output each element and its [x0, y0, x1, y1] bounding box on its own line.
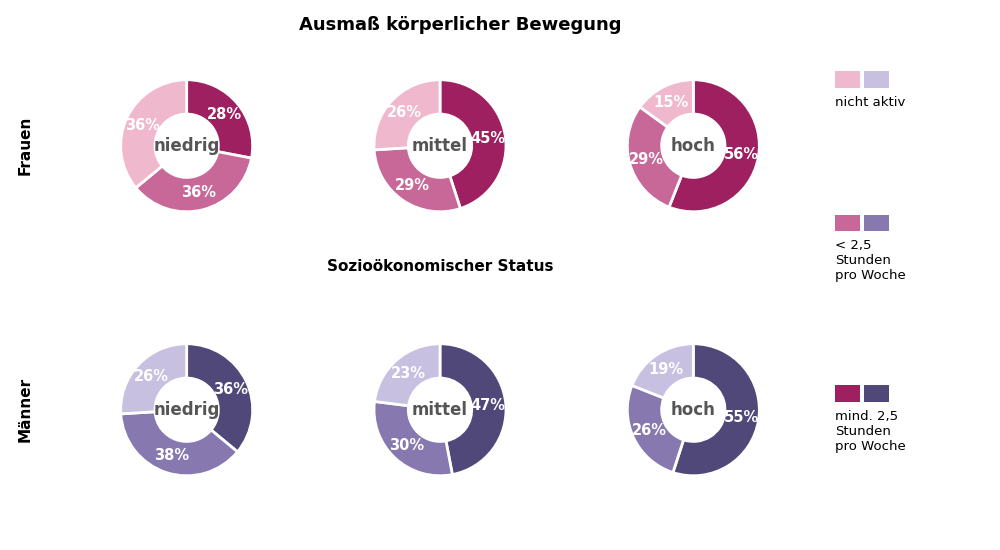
- Wedge shape: [640, 80, 693, 127]
- Wedge shape: [374, 402, 452, 476]
- Wedge shape: [374, 148, 460, 212]
- Text: hoch: hoch: [671, 401, 716, 419]
- Text: 15%: 15%: [654, 95, 689, 110]
- Text: 28%: 28%: [206, 107, 242, 122]
- Wedge shape: [440, 80, 506, 208]
- Wedge shape: [121, 80, 187, 188]
- Wedge shape: [121, 412, 238, 476]
- Wedge shape: [187, 344, 253, 452]
- Wedge shape: [374, 80, 440, 150]
- Text: 47%: 47%: [471, 398, 506, 412]
- Text: Sozioökonomischer Status: Sozioökonomischer Status: [327, 259, 553, 274]
- Wedge shape: [136, 152, 251, 212]
- Text: Frauen: Frauen: [18, 116, 32, 175]
- Wedge shape: [673, 344, 759, 476]
- Text: nicht aktiv: nicht aktiv: [835, 96, 905, 109]
- Wedge shape: [187, 80, 253, 158]
- Text: 36%: 36%: [181, 185, 216, 200]
- Wedge shape: [632, 344, 693, 398]
- Text: 56%: 56%: [723, 147, 759, 162]
- Text: Männer: Männer: [18, 377, 32, 442]
- Text: Ausmaß körperlicher Bewegung: Ausmaß körperlicher Bewegung: [299, 16, 621, 35]
- Text: hoch: hoch: [671, 137, 716, 155]
- Text: 30%: 30%: [389, 438, 424, 453]
- Text: 23%: 23%: [390, 366, 425, 381]
- Text: 38%: 38%: [154, 448, 189, 464]
- Text: 26%: 26%: [632, 423, 667, 438]
- Text: mind. 2,5
Stunden
pro Woche: mind. 2,5 Stunden pro Woche: [835, 410, 906, 453]
- Text: niedrig: niedrig: [153, 137, 220, 155]
- Text: 36%: 36%: [213, 382, 248, 397]
- Wedge shape: [627, 386, 684, 472]
- Text: 29%: 29%: [629, 152, 664, 167]
- Text: 55%: 55%: [724, 410, 759, 425]
- Text: < 2,5
Stunden
pro Woche: < 2,5 Stunden pro Woche: [835, 239, 906, 282]
- Wedge shape: [375, 344, 440, 406]
- Wedge shape: [121, 344, 187, 414]
- Wedge shape: [627, 107, 682, 207]
- Text: mittel: mittel: [412, 401, 468, 419]
- Text: niedrig: niedrig: [153, 401, 220, 419]
- Text: 19%: 19%: [649, 362, 684, 377]
- Text: 45%: 45%: [470, 131, 505, 146]
- Wedge shape: [440, 344, 506, 475]
- Text: mittel: mittel: [412, 137, 468, 155]
- Text: 26%: 26%: [134, 369, 169, 384]
- Text: 29%: 29%: [395, 178, 430, 194]
- Text: 36%: 36%: [125, 118, 160, 133]
- Text: 26%: 26%: [387, 105, 422, 120]
- Wedge shape: [669, 80, 759, 212]
